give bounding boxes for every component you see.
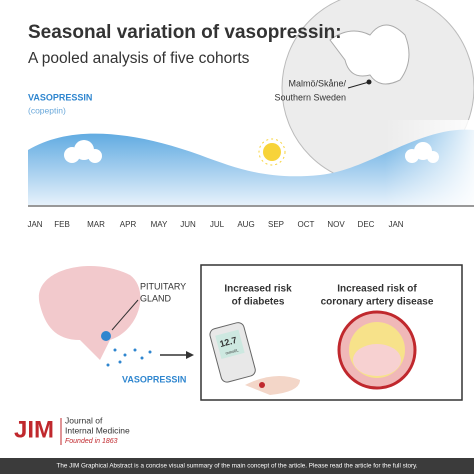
- month-label: NOV: [327, 220, 345, 229]
- curve-label: VASOPRESSIN: [28, 92, 92, 102]
- logo-mark: JIM: [14, 416, 54, 443]
- month-label: SEP: [268, 220, 284, 229]
- sun: [258, 138, 286, 166]
- curve-sublabel: (copeptin): [28, 105, 66, 115]
- title: Seasonal variation of vasopressin:: [28, 22, 342, 43]
- cloud: [64, 140, 102, 163]
- outcome: Increased risk of: [337, 284, 417, 295]
- month-label: JUN: [180, 220, 196, 229]
- fade: [28, 120, 474, 206]
- month-label: AUG: [237, 220, 254, 229]
- blood-drop: [259, 382, 265, 388]
- gland-label: GLAND: [140, 293, 172, 303]
- map-land: [329, 24, 410, 85]
- meter-screen: [215, 329, 245, 359]
- meter-unit: mmol/L: [225, 347, 240, 355]
- month-label: JAN: [27, 220, 42, 229]
- month-label: JAN: [388, 220, 403, 229]
- footer: The JIM Graphical Abstract is a concise …: [56, 463, 417, 470]
- month-label: OCT: [298, 220, 315, 229]
- month-label: FEB: [54, 220, 70, 229]
- arrow-head: [186, 351, 194, 359]
- map-label: Malmö/Skåne/: [288, 78, 346, 88]
- subtitle: A pooled analysis of five cohorts: [28, 50, 250, 67]
- logo-founded: Founded in 1863: [65, 438, 118, 445]
- outcome: of diabetes: [232, 297, 285, 308]
- month-label: MAY: [151, 220, 168, 229]
- month-label: APR: [120, 220, 137, 229]
- logo-text: Internal Medicine: [65, 425, 130, 435]
- finger: [245, 376, 300, 395]
- map-label: Southern Sweden: [274, 92, 346, 102]
- cloud: [405, 142, 439, 163]
- outcome: Increased risk: [224, 284, 292, 295]
- outcome: coronary artery disease: [321, 297, 434, 308]
- pituitary: [101, 331, 111, 341]
- month-label: MAR: [87, 220, 105, 229]
- logo-text: Journal of: [65, 415, 103, 425]
- leader: [347, 81, 370, 89]
- meter-reading: 12.7: [219, 335, 239, 349]
- month-label: JUL: [210, 220, 225, 229]
- leader: [111, 299, 139, 331]
- hormone-dots: [106, 348, 152, 367]
- brain: [38, 266, 141, 360]
- gland-label: PITUITARY: [140, 281, 186, 291]
- month-label: DEC: [358, 220, 375, 229]
- hormone-label: VASOPRESSIN: [122, 374, 186, 384]
- footer-bar: [0, 458, 474, 474]
- lumen: [353, 344, 401, 376]
